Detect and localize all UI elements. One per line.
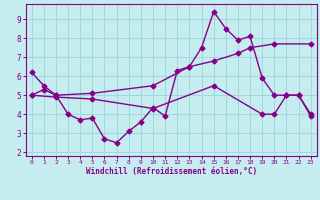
X-axis label: Windchill (Refroidissement éolien,°C): Windchill (Refroidissement éolien,°C) [86,167,257,176]
